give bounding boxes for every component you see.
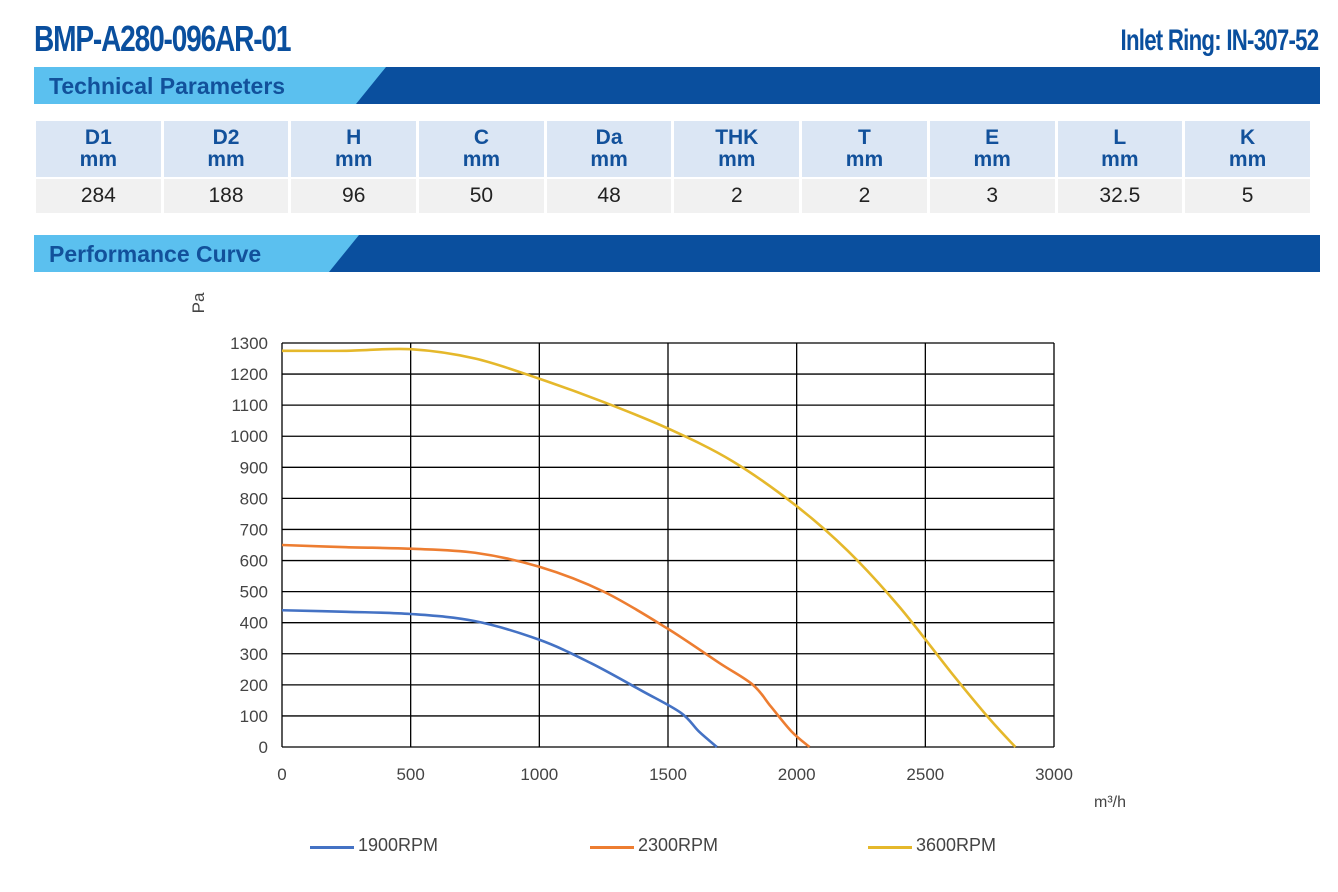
- param-name: THK: [715, 126, 759, 149]
- inlet-ring-label: Inlet Ring: IN-307-52: [1120, 24, 1319, 57]
- model-title: BMP-A280-096AR-01: [34, 18, 292, 59]
- x-tick-label: 500: [396, 765, 424, 784]
- legend-swatch: [590, 846, 634, 849]
- param-name: D1: [84, 126, 112, 149]
- technical-parameters-title: Technical Parameters: [49, 73, 286, 99]
- series-line-1900rpm: [281, 608, 718, 748]
- legend-label: 2300RPM: [638, 835, 719, 855]
- y-tick-label: 100: [240, 707, 268, 726]
- y-tick-label: 600: [240, 552, 268, 571]
- section-bar-graphic: [34, 235, 1320, 272]
- y-tick-label: 700: [240, 520, 268, 539]
- param-unit: mm: [207, 148, 245, 171]
- series-line-3600rpm: [281, 347, 1017, 748]
- performance-curve-bar: Performance Curve: [34, 235, 1320, 272]
- param-name: H: [346, 126, 362, 149]
- performance-curve-title: Performance Curve: [49, 241, 262, 267]
- x-tick-label: 0: [277, 765, 286, 784]
- param-name: E: [985, 126, 1000, 149]
- param-value-da: 48: [546, 179, 672, 213]
- param-name: T: [858, 126, 871, 149]
- param-value-t: 2: [802, 179, 927, 213]
- param-value-e: 3: [929, 179, 1055, 213]
- param-value-c: 50: [419, 179, 544, 213]
- param-header-d1: D1 mm: [36, 121, 161, 177]
- y-tick-label: 0: [259, 738, 268, 757]
- param-name: Da: [595, 126, 623, 149]
- param-unit: mm: [718, 148, 756, 171]
- x-axis-label: m³/h: [1094, 794, 1126, 811]
- param-unit: mm: [335, 148, 373, 171]
- param-unit: mm: [1101, 148, 1139, 171]
- param-unit: mm: [462, 148, 501, 171]
- x-tick-label: 1000: [520, 765, 558, 784]
- param-unit: mm: [79, 148, 118, 171]
- param-name: D2: [212, 126, 240, 149]
- param-header-da: Da mm: [546, 121, 672, 177]
- y-tick-label: 1000: [230, 427, 268, 446]
- y-tick-label: 800: [240, 489, 268, 508]
- param-unit: mm: [590, 148, 628, 171]
- y-tick-label: 400: [240, 614, 268, 633]
- param-value-d1: 284: [36, 179, 161, 213]
- performance-chart: 0 100 200 300 400 500 600 700 800 900 1000 1100 1200…: [189, 292, 1126, 811]
- series-line-2300rpm: [281, 543, 811, 748]
- y-tick-label: 1200: [230, 365, 268, 384]
- param-name: C: [473, 126, 489, 149]
- param-value-h: 96: [291, 179, 417, 213]
- param-value-l: 32.5: [1057, 179, 1183, 213]
- param-header-d2: D2 mm: [163, 121, 289, 177]
- x-tick-label: 3000: [1035, 765, 1073, 784]
- x-tick-label: 2500: [906, 765, 944, 784]
- y-axis-label: Pa: [189, 292, 208, 313]
- x-tick-label: 2000: [778, 765, 816, 784]
- y-tick-label: 500: [240, 583, 268, 602]
- section-bar-graphic: [34, 67, 1320, 104]
- param-header-thk: THK mm: [674, 121, 800, 177]
- y-tick-label: 1100: [231, 396, 268, 415]
- y-tick-label: 900: [240, 458, 268, 477]
- param-name: L: [1113, 126, 1127, 149]
- param-value-thk: 2: [674, 179, 800, 213]
- param-value-k: 5: [1185, 179, 1310, 213]
- param-unit: mm: [973, 148, 1011, 171]
- param-unit: mm: [845, 148, 884, 171]
- x-tick-label: 1500: [649, 765, 687, 784]
- param-name: K: [1240, 126, 1256, 149]
- legend-swatch: [868, 846, 912, 849]
- parameter-value-row: 284 188 96 50 48 2 2 3 32.5 5: [36, 179, 1310, 213]
- param-unit: mm: [1228, 148, 1267, 171]
- y-tick-label: 300: [240, 645, 268, 664]
- legend-swatch: [310, 846, 354, 849]
- param-value-d2: 188: [163, 179, 289, 213]
- legend-label: 1900RPM: [358, 835, 439, 855]
- technical-parameters-bar: Technical Parameters: [34, 67, 1320, 104]
- y-tick-label: 1300: [230, 334, 268, 353]
- legend-label: 3600RPM: [916, 835, 997, 855]
- y-tick-label: 200: [240, 676, 268, 695]
